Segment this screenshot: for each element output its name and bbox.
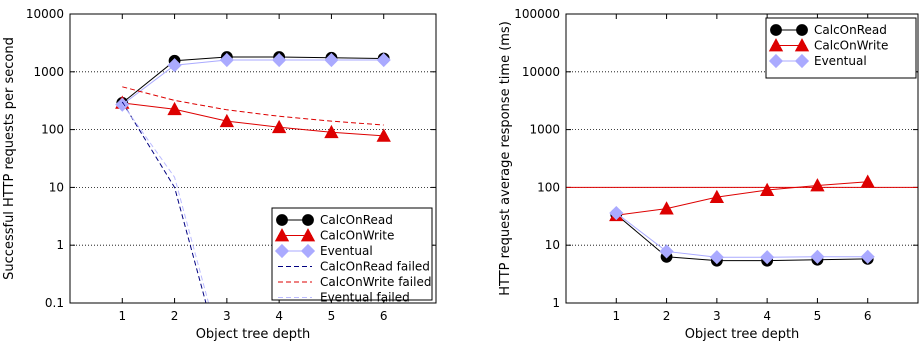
x-tick-label: 1 [118, 309, 126, 323]
data-point [219, 52, 234, 68]
series-line-5 [121, 103, 210, 303]
data-point [271, 119, 287, 134]
data-point [219, 113, 235, 128]
data-point [115, 97, 130, 112]
data-point [272, 52, 287, 68]
plot-frame [69, 13, 437, 304]
x-tick-label: 6 [864, 309, 872, 323]
legend-label: CalcOnWrite [320, 229, 394, 243]
x-tick-label: 2 [663, 309, 671, 323]
data-point [324, 124, 339, 139]
legend-label: Eventual [320, 244, 373, 258]
y-tick-label: 1 [552, 296, 560, 310]
legend-marker [794, 53, 810, 69]
series-line-3 [121, 101, 207, 303]
x-axis-label: Object tree depth [196, 327, 311, 342]
y-tick-label: 100 [41, 123, 64, 137]
plot-frame [565, 13, 919, 304]
legend-marker [300, 243, 316, 259]
y-axis-label: Successful HTTP requests per second [2, 37, 17, 280]
data-point [760, 250, 775, 265]
y-axis-label: HTTP request average response time (ms) [498, 21, 513, 296]
data-point [376, 128, 391, 142]
data-point [659, 244, 674, 259]
chart-panel-2: 1 10 100 1000 10000 100000 1 2 3 4 5 6 Object tree d… [498, 7, 919, 342]
y-tick-label: 0.1 [45, 296, 64, 310]
legend-marker [796, 24, 808, 36]
x-tick-label: 3 [223, 309, 231, 323]
legend-label: CalcOnWrite failed [320, 275, 431, 289]
data-point [324, 52, 339, 68]
y-tick-label: 1 [56, 238, 64, 252]
series-line-1 [616, 181, 868, 216]
data-point [860, 174, 875, 188]
x-tick-label: 4 [275, 309, 283, 323]
chart-panel-1: 0.1 1 10 100 1000 10000 1 2 3 4 5 6 Object tree dept… [2, 7, 437, 342]
series-line-1 [122, 102, 384, 137]
legend-label: CalcOnRead [320, 213, 393, 227]
y-tick-label: 1000 [33, 65, 64, 79]
legend-label: CalcOnRead failed [320, 260, 430, 274]
legend-label: CalcOnRead [814, 23, 887, 37]
data-point [810, 178, 825, 192]
legend-label: Eventual [814, 54, 867, 68]
series-line-0 [615, 214, 868, 262]
data-point [609, 205, 624, 221]
legend-box [765, 17, 917, 79]
data-point [759, 182, 775, 196]
data-point [167, 58, 182, 73]
data-point [860, 249, 875, 264]
legend-marker [300, 228, 316, 242]
x-tick-label: 5 [328, 309, 336, 323]
y-tick-label: 10 [545, 238, 560, 252]
data-point [659, 201, 674, 215]
y-tick-label: 1000 [529, 123, 560, 137]
series-line-2 [121, 59, 384, 106]
y-tick-label: 100 [537, 180, 560, 194]
plot-area [115, 51, 391, 303]
legend-marker [794, 38, 810, 52]
y-tick-label: 100000 [514, 7, 560, 21]
data-point [167, 101, 182, 116]
x-tick-label: 1 [612, 309, 620, 323]
y-tick-label: 10000 [26, 7, 64, 21]
series-line-0 [121, 56, 384, 104]
data-point [709, 189, 725, 204]
y-tick-label: 10000 [522, 65, 560, 79]
legend-marker [302, 214, 314, 226]
series-line-4 [122, 86, 384, 126]
legend-marker [274, 228, 290, 242]
legend-marker [274, 243, 290, 259]
legend-box [271, 207, 433, 301]
data-point [810, 249, 825, 264]
series-line-2 [615, 212, 868, 258]
x-tick-label: 2 [171, 309, 179, 323]
plot-area [609, 174, 875, 267]
x-tick-label: 4 [763, 309, 771, 323]
legend-label: CalcOnWrite [814, 39, 888, 53]
x-tick-label: 3 [713, 309, 721, 323]
data-point [376, 52, 391, 68]
legend-marker [770, 24, 782, 36]
x-tick-label: 5 [814, 309, 822, 323]
data-point [709, 250, 724, 265]
legend-marker [276, 214, 288, 226]
x-axis-label: Object tree depth [685, 327, 800, 342]
legend-label: Eventual failed [320, 291, 410, 305]
legend-marker [768, 53, 784, 69]
y-tick-label: 10 [49, 180, 64, 194]
legend-marker [768, 38, 784, 52]
x-tick-label: 6 [380, 309, 388, 323]
